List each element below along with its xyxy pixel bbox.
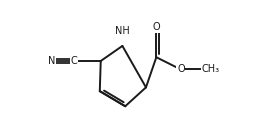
Text: O: O [152, 22, 160, 32]
Text: NH: NH [115, 25, 130, 36]
Text: O: O [177, 65, 185, 74]
Text: CH₃: CH₃ [201, 65, 220, 74]
Text: N: N [48, 56, 55, 66]
Text: C: C [71, 56, 78, 66]
